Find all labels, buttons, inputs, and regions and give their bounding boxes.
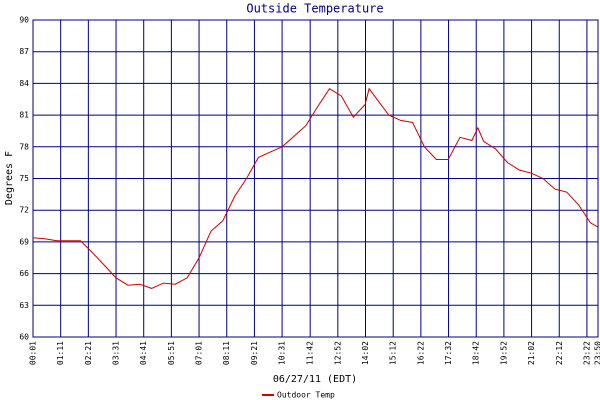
x-tick-label: 05:51 <box>167 341 176 365</box>
legend-label: Outdoor Temp <box>277 391 335 400</box>
x-tick-label: 17:32 <box>444 341 453 365</box>
y-tick-label: 60 <box>19 333 29 342</box>
plot-frame <box>32 19 599 338</box>
x-tick-label: 12:52 <box>333 341 342 365</box>
y-tick-label: 63 <box>19 301 29 310</box>
y-tick-label: 84 <box>19 79 29 88</box>
x-tick-label: 03:31 <box>112 341 121 365</box>
x-tick-label: 08:11 <box>222 341 231 365</box>
x-tick-label: 15:12 <box>389 341 398 365</box>
x-tick-label: 00:01 <box>29 341 38 365</box>
y-tick-label: 72 <box>19 206 29 215</box>
x-tick-label: 04:41 <box>139 341 148 365</box>
y-tick-label: 90 <box>19 16 29 25</box>
x-tick-label: 07:01 <box>195 341 204 365</box>
x-axis-label: 06/27/11 (EDT) <box>273 374 357 385</box>
x-tick-label: 23:50 <box>594 341 600 365</box>
y-tick-label: 81 <box>19 111 29 120</box>
x-tick-label: 11:42 <box>306 341 315 365</box>
y-axis-label: Degrees F <box>4 151 15 205</box>
y-tick-label: 87 <box>19 47 29 56</box>
y-tick-label: 69 <box>19 237 29 246</box>
x-tick-label: 22:12 <box>555 341 564 365</box>
y-tick-label: 75 <box>19 174 29 183</box>
x-tick-label: 21:02 <box>527 341 536 365</box>
x-tick-label: 01:11 <box>56 341 65 365</box>
x-tick-label: 23:22 <box>582 341 591 365</box>
chart-title: Outside Temperature <box>246 2 383 16</box>
x-tick-label: 09:21 <box>250 341 259 365</box>
x-tick-label: 16:22 <box>416 341 425 365</box>
x-tick-label: 18:42 <box>472 341 481 365</box>
x-tick-label: 02:21 <box>84 341 93 365</box>
x-tick-label: 10:31 <box>278 341 287 365</box>
x-tick-label: 14:02 <box>361 341 370 365</box>
y-tick-label: 66 <box>19 269 29 278</box>
y-tick-label: 78 <box>19 142 29 151</box>
line <box>32 87 599 289</box>
x-tick-label: 19:52 <box>499 341 508 365</box>
